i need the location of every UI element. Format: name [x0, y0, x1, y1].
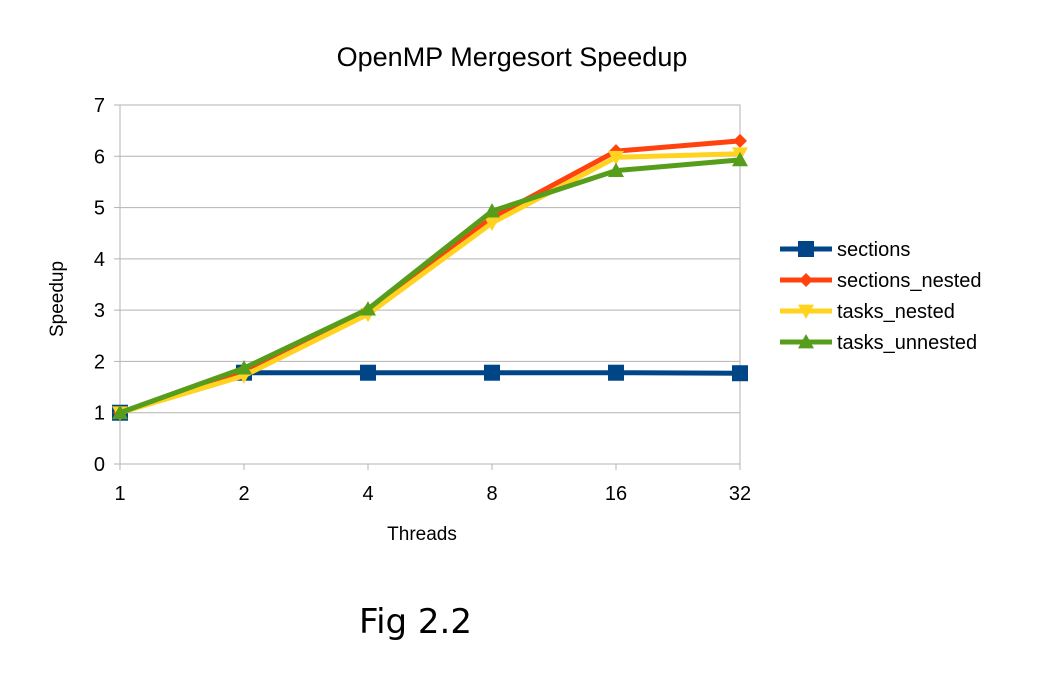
x-tick-label: 4	[362, 483, 373, 505]
series-tasks_unnested	[112, 151, 748, 420]
legend-item: tasks_unnested	[780, 332, 977, 354]
y-tick-label: 5	[94, 198, 105, 220]
data-point	[799, 273, 813, 287]
y-tick-label: 3	[94, 300, 105, 322]
data-point	[608, 162, 624, 178]
series-line	[119, 157, 741, 416]
y-tick-label: 7	[94, 95, 105, 117]
x-tick-label: 8	[486, 483, 497, 505]
figure-caption: Fig 2.2	[359, 602, 472, 642]
legend-label: sections_nested	[837, 270, 982, 292]
data-point	[798, 334, 814, 349]
data-point	[484, 203, 500, 218]
legend-label: sections	[837, 239, 910, 261]
data-point	[484, 216, 500, 231]
y-axis-label: Speedup	[47, 261, 68, 337]
y-tick-label: 1	[94, 403, 105, 425]
y-tick-label: 4	[94, 249, 105, 271]
x-tick-label: 16	[605, 483, 627, 505]
data-point	[732, 151, 748, 167]
data-point	[608, 150, 624, 166]
x-tick-label: 32	[729, 483, 751, 505]
data-point	[360, 301, 376, 316]
chart-title: OpenMP Mergesort Speedup	[337, 42, 688, 72]
series-line	[119, 138, 741, 416]
y-tick-label: 2	[94, 351, 105, 373]
plot-series	[112, 133, 748, 421]
y-tick-label: 0	[94, 454, 105, 476]
data-point	[608, 364, 624, 381]
y-tick-label: 6	[94, 146, 105, 168]
data-point	[732, 365, 748, 382]
legend-item: sections	[780, 239, 910, 261]
series-sections_nested	[113, 133, 747, 420]
data-point	[798, 304, 814, 319]
series-line	[119, 151, 741, 416]
legend-label: tasks_unnested	[837, 332, 977, 354]
data-point	[236, 360, 252, 375]
data-point	[798, 241, 814, 257]
x-axis-label: Threads	[387, 524, 457, 545]
legend-item: sections_nested	[780, 270, 982, 292]
legend-label: tasks_nested	[837, 301, 955, 323]
x-axis: 1 2 4 8 16 32	[114, 464, 751, 505]
x-tick-label: 1	[114, 483, 125, 505]
legend: sections sections_nested tasks_nestedtasks…	[780, 239, 982, 354]
x-tick-label: 2	[238, 483, 249, 505]
data-point	[733, 133, 747, 148]
legend-item: tasks_nested	[780, 301, 955, 323]
data-point	[484, 364, 500, 381]
data-point	[360, 364, 376, 381]
data-point	[112, 404, 128, 420]
plot-area-border	[119, 104, 741, 465]
